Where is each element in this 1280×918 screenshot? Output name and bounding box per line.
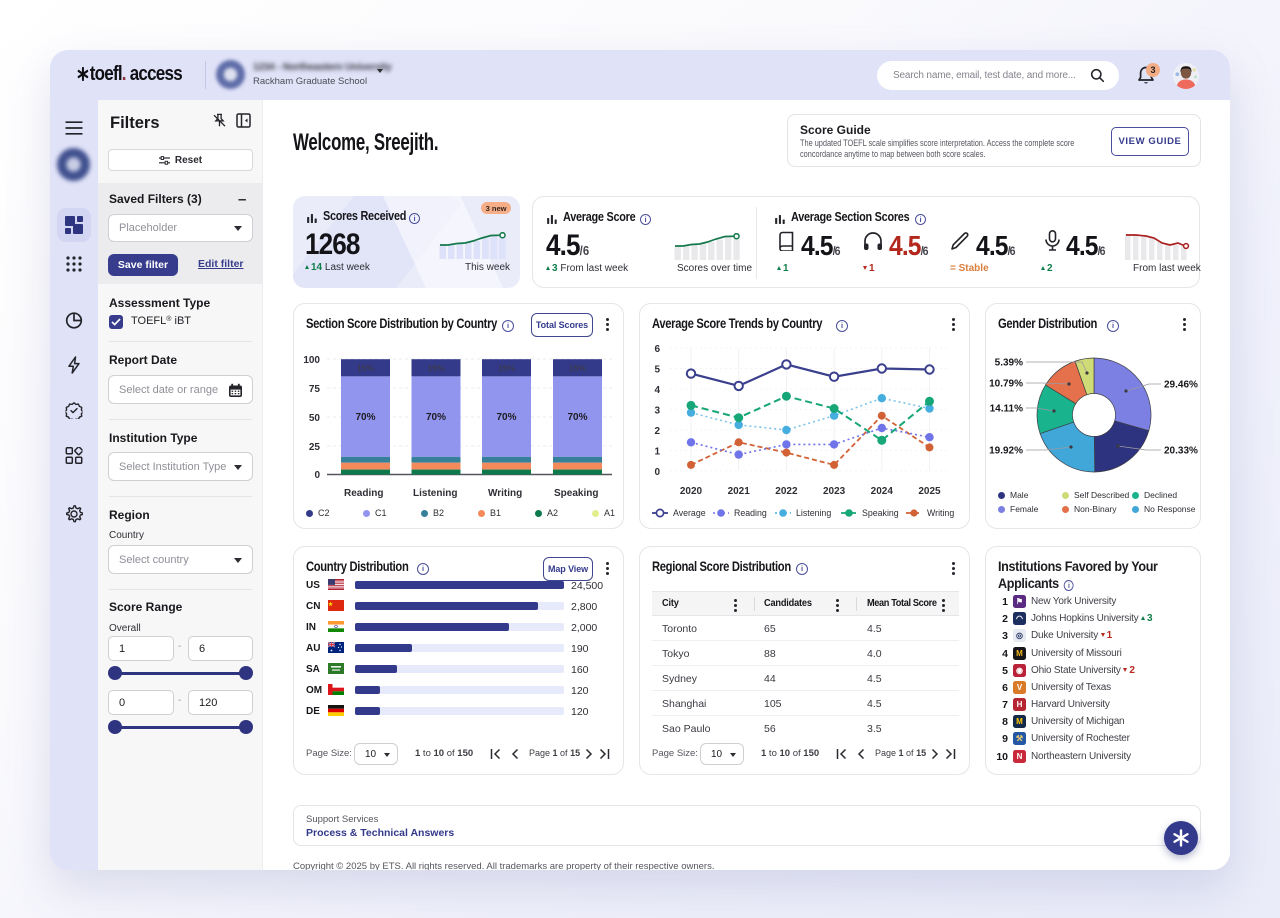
svg-text:4: 4: [654, 385, 660, 396]
svg-text:100: 100: [303, 355, 320, 366]
svg-text:20.33%: 20.33%: [1164, 446, 1198, 457]
svg-text:5: 5: [654, 365, 660, 376]
svg-text:25: 25: [309, 442, 321, 453]
svg-text:15%: 15%: [357, 363, 374, 373]
svg-text:1: 1: [654, 447, 660, 458]
svg-text:6: 6: [654, 344, 660, 355]
svg-text:10.79%: 10.79%: [989, 379, 1023, 390]
svg-text:Listening: Listening: [796, 508, 831, 518]
svg-text:70%: 70%: [567, 412, 587, 423]
svg-text:Average: Average: [673, 508, 706, 518]
svg-text:15%: 15%: [498, 363, 515, 373]
svg-text:50: 50: [309, 413, 321, 424]
svg-text:14.11%: 14.11%: [990, 404, 1023, 415]
svg-text:2025: 2025: [918, 486, 941, 497]
svg-text:15%: 15%: [569, 363, 586, 373]
svg-text:Writing: Writing: [927, 508, 954, 518]
svg-text:3: 3: [654, 406, 660, 417]
svg-text:2: 2: [654, 426, 660, 437]
svg-text:29.46%: 29.46%: [1164, 380, 1198, 391]
svg-text:2020: 2020: [680, 486, 703, 497]
svg-text:5.39%: 5.39%: [995, 358, 1023, 369]
svg-text:2021: 2021: [728, 486, 751, 497]
svg-text:70%: 70%: [355, 412, 375, 423]
svg-text:19.92%: 19.92%: [989, 446, 1023, 457]
svg-text:75: 75: [309, 384, 321, 395]
svg-text:0: 0: [314, 470, 320, 481]
svg-text:2023: 2023: [823, 486, 846, 497]
svg-text:2024: 2024: [871, 486, 894, 497]
svg-text:2022: 2022: [775, 486, 798, 497]
svg-text:70%: 70%: [496, 412, 516, 423]
svg-text:Reading: Reading: [734, 508, 767, 518]
svg-text:70%: 70%: [426, 412, 446, 423]
svg-text:15%: 15%: [427, 363, 444, 373]
svg-text:Speaking: Speaking: [862, 508, 899, 518]
svg-text:0: 0: [654, 467, 660, 478]
